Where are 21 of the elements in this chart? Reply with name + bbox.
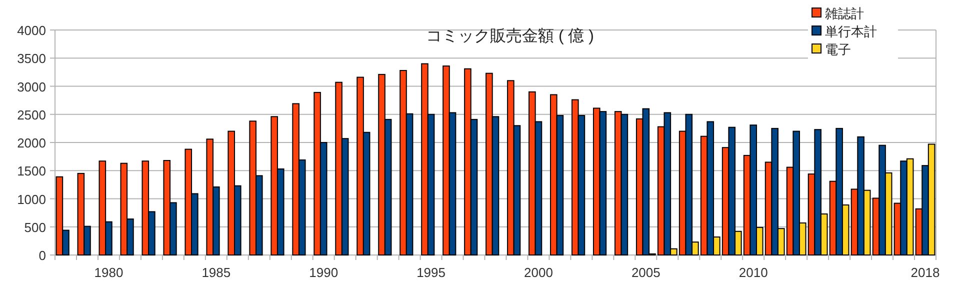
- y-tick-label: 500: [24, 220, 46, 235]
- y-tick-label: 2000: [17, 136, 46, 150]
- x-tick-label: 2018: [910, 265, 940, 280]
- x-tick-label: 1990: [309, 265, 338, 280]
- y-tick-label: 2500: [17, 107, 46, 122]
- legend-label: 単行本計: [825, 24, 877, 39]
- x-tick-label: 1985: [202, 265, 231, 280]
- y-tick-label: 0: [38, 248, 46, 263]
- chart-title: コミック販売金額 ( 億 ): [426, 27, 594, 45]
- x-tick-label: 2000: [524, 265, 553, 280]
- x-tick-label: 1995: [416, 265, 446, 280]
- y-tick-label: 3000: [17, 79, 46, 94]
- x-tick-label: 2005: [631, 265, 660, 280]
- x-tick-label: 1980: [94, 265, 124, 280]
- y-tick-label: 3500: [17, 51, 46, 66]
- y-tick-label: 4000: [17, 23, 46, 38]
- legend-label: 電子: [825, 42, 851, 57]
- y-tick-label: 1500: [17, 164, 46, 179]
- x-tick-label: 2010: [738, 265, 768, 280]
- y-tick-label: 1000: [17, 192, 46, 207]
- legend-label: 雑誌計: [825, 6, 864, 21]
